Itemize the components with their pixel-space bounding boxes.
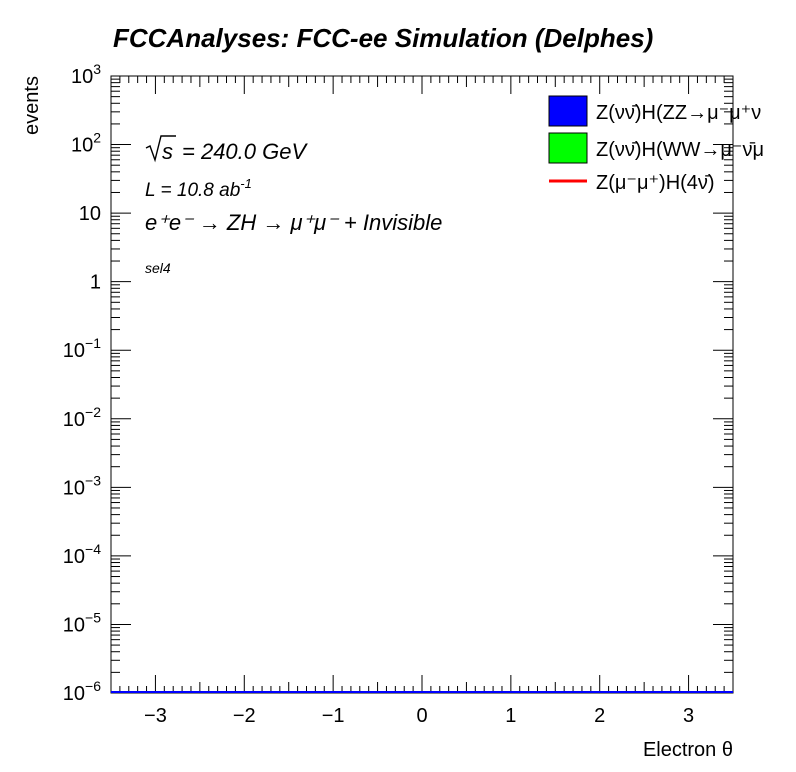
y-tick-label: 10−6 xyxy=(63,678,101,705)
legend-entry-ww: Z(νν̄)H(WW→μ⁻ν̄μ xyxy=(548,132,764,164)
y-tick-label: 10−3 xyxy=(63,472,101,499)
process-annotation: e⁺e⁻ → ZH → μ⁺μ⁻ + Invisible xyxy=(145,210,442,235)
legend-label-zz: Z(νν̄)H(ZZ→μ⁻μ⁺ν xyxy=(596,102,761,124)
sqrt-s-annotation: s = 240.0 GeV xyxy=(145,135,308,164)
plot-frame xyxy=(110,75,734,694)
y-tick-label: 102 xyxy=(71,130,101,157)
y-tick-label: 10−5 xyxy=(63,609,101,636)
luminosity-text: L = 10.8 ab xyxy=(145,180,240,201)
x-tick-label: 1 xyxy=(505,705,516,727)
x-tick-label: 3 xyxy=(683,705,694,727)
x-axis-label: Electron θ xyxy=(643,739,733,761)
selection-annotation: sel4 xyxy=(145,260,171,276)
y-axis-label: events xyxy=(21,76,43,135)
x-tick-label: −3 xyxy=(144,705,167,727)
y-tick-label: 10−4 xyxy=(63,541,101,568)
chart-title: FCCAnalyses: FCC-ee Simulation (Delphes) xyxy=(113,23,653,53)
y-tick-label: 10−1 xyxy=(63,335,101,362)
luminosity-annotation: L = 10.8 ab-1 xyxy=(145,176,252,201)
legend-label-4nu: Z(μ⁻μ⁺)H(4ν̄) xyxy=(596,172,715,194)
legend: Z(νν̄)H(ZZ→μ⁻μ⁺ν Z(νν̄)H(WW→μ⁻ν̄μ Z(μ⁻μ⁺… xyxy=(548,95,764,194)
sqrt-symbol-icon xyxy=(145,135,176,163)
y-tick-label: 10 xyxy=(79,203,101,225)
y-tick-label: 1 xyxy=(90,272,101,294)
x-tick-label: −2 xyxy=(233,705,256,727)
sqrt-s-value: = 240.0 GeV xyxy=(182,139,308,164)
legend-swatch-zz xyxy=(548,95,588,127)
luminosity-exponent: -1 xyxy=(240,176,252,191)
legend-swatch-ww xyxy=(548,132,588,164)
x-tick-label: 0 xyxy=(416,705,427,727)
y-tick-label: 103 xyxy=(71,61,101,88)
legend-entry-4nu: Z(μ⁻μ⁺)H(4ν̄) xyxy=(549,172,715,194)
legend-label-ww: Z(νν̄)H(WW→μ⁻ν̄μ xyxy=(596,139,764,161)
x-tick-label: 2 xyxy=(594,705,605,727)
x-tick-label: −1 xyxy=(322,705,345,727)
x-axis: −3 −2 −1 0 1 2 3 xyxy=(110,76,734,727)
y-tick-label: 10−2 xyxy=(63,404,101,431)
sqrt-s-letter: s xyxy=(162,139,173,164)
legend-entry-zz: Z(νν̄)H(ZZ→μ⁻μ⁺ν xyxy=(548,95,761,127)
